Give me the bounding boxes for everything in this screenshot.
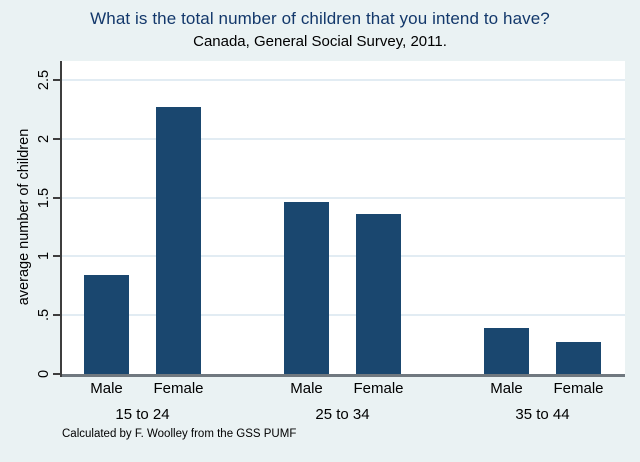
y-tick-label: .5 (36, 309, 52, 322)
chart-title: What is the total number of children tha… (90, 9, 550, 28)
bar-35to44-male (484, 328, 529, 374)
y-tick-label: 0 (36, 369, 52, 379)
bar-label: Male (90, 380, 123, 397)
group-label: 35 to 44 (515, 406, 570, 423)
y-tick-label: 1.5 (36, 187, 52, 208)
bar-25to34-male (284, 202, 329, 374)
y-axis-line (60, 61, 62, 377)
gridline (62, 137, 625, 140)
y-tick (53, 255, 61, 258)
group-label: 15 to 24 (115, 406, 170, 423)
y-tick-label: 2.5 (36, 69, 52, 91)
bar-35to44-female (556, 342, 601, 374)
gridline (62, 255, 625, 258)
y-tick (53, 137, 61, 140)
gridline (62, 79, 625, 81)
bar-label: Male (490, 380, 523, 397)
chart-note: Calculated by F. Woolley from the GSS PU… (62, 428, 297, 440)
bar-label: Male (290, 380, 323, 397)
bar-15to24-female (156, 107, 201, 374)
y-tick (53, 314, 61, 317)
plot-area (62, 61, 625, 374)
gridline (62, 196, 625, 199)
x-axis-line (62, 374, 625, 377)
bar-label: Female (353, 380, 404, 397)
gridline (62, 314, 625, 317)
group-label: 25 to 34 (315, 406, 370, 423)
bar-15to24-male (84, 275, 129, 374)
y-axis-title: average number of children (16, 128, 32, 306)
chart-subtitle: Canada, General Social Survey, 2011. (193, 33, 447, 50)
y-tick-label: 2 (36, 134, 52, 143)
y-tick (53, 196, 61, 199)
y-tick (53, 79, 61, 81)
bar-label: Female (153, 380, 204, 397)
bar-25to34-female (356, 214, 401, 374)
bar-label: Female (553, 380, 604, 397)
y-tick (53, 373, 61, 375)
y-tick-label: 1 (36, 252, 52, 261)
